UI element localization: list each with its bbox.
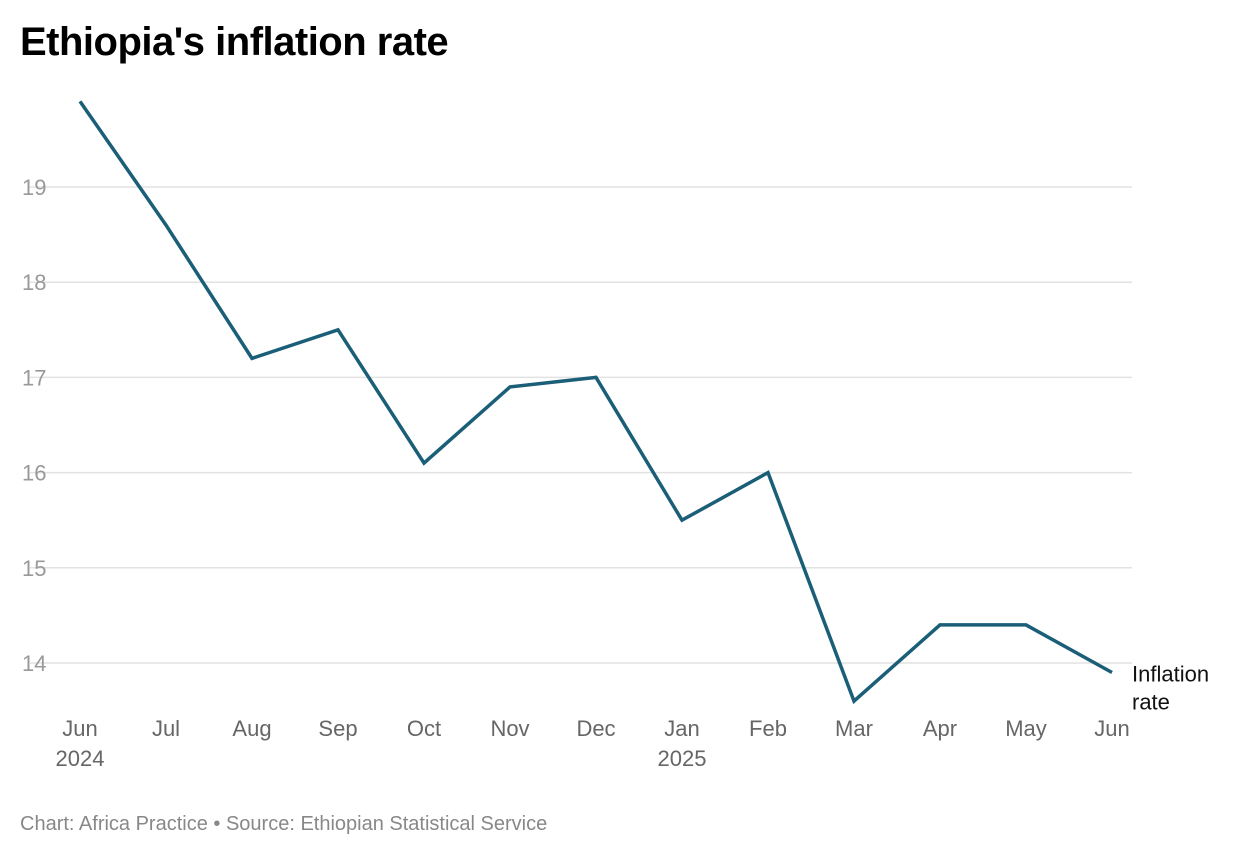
x-tick-label: Aug — [232, 716, 271, 741]
y-tick-label: 15 — [22, 556, 46, 581]
series-line — [78, 100, 1113, 705]
x-tick-label: Sep — [318, 716, 357, 741]
x-tick-label: Jan — [664, 716, 699, 741]
x-tick-label: Jun — [62, 716, 97, 741]
x-tick-label: Nov — [490, 716, 529, 741]
x-year-label: 2025 — [658, 746, 707, 771]
chart-footer: Chart: Africa Practice • Source: Ethiopi… — [20, 813, 548, 835]
x-tick-label: Mar — [835, 716, 873, 741]
x-tick-label: Apr — [923, 716, 957, 741]
y-tick-label: 18 — [22, 270, 46, 295]
x-tick-label: May — [1005, 716, 1047, 741]
y-tick-label: 14 — [22, 651, 46, 676]
chart-title: Ethiopia's inflation rate — [20, 20, 449, 64]
y-tick-label: 17 — [22, 365, 46, 390]
series-label: rate — [1132, 690, 1170, 715]
y-tick-label: 16 — [22, 461, 46, 486]
x-year-label: 2024 — [56, 746, 105, 771]
x-tick-label: Dec — [576, 716, 615, 741]
x-tick-label: Oct — [407, 716, 441, 741]
x-tick-label: Jul — [152, 716, 180, 741]
x-tick-label: Jun — [1094, 716, 1129, 741]
series-label: Inflation — [1132, 662, 1209, 687]
y-tick-label: 19 — [22, 175, 46, 200]
x-tick-label: Feb — [749, 716, 787, 741]
